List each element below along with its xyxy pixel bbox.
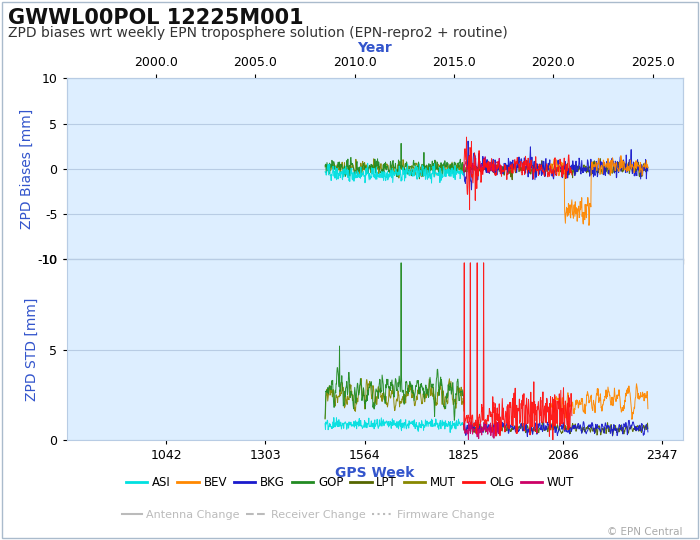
Text: GWWL00POL 12225M001: GWWL00POL 12225M001: [8, 8, 304, 28]
Y-axis label: ZPD Biases [mm]: ZPD Biases [mm]: [20, 109, 34, 229]
Legend: ASI, BEV, BKG, GOP, LPT, MUT, OLG, WUT: ASI, BEV, BKG, GOP, LPT, MUT, OLG, WUT: [121, 471, 579, 494]
Legend: Antenna Change, Receiver Change, Firmware Change: Antenna Change, Receiver Change, Firmwar…: [118, 506, 498, 525]
Text: ZPD biases wrt weekly EPN troposphere solution (EPN-repro2 + routine): ZPD biases wrt weekly EPN troposphere so…: [8, 26, 508, 40]
X-axis label: GPS Week: GPS Week: [335, 467, 414, 480]
X-axis label: Year: Year: [357, 41, 392, 55]
Y-axis label: ZPD STD [mm]: ZPD STD [mm]: [25, 298, 38, 401]
Text: © EPN Central: © EPN Central: [607, 527, 682, 537]
